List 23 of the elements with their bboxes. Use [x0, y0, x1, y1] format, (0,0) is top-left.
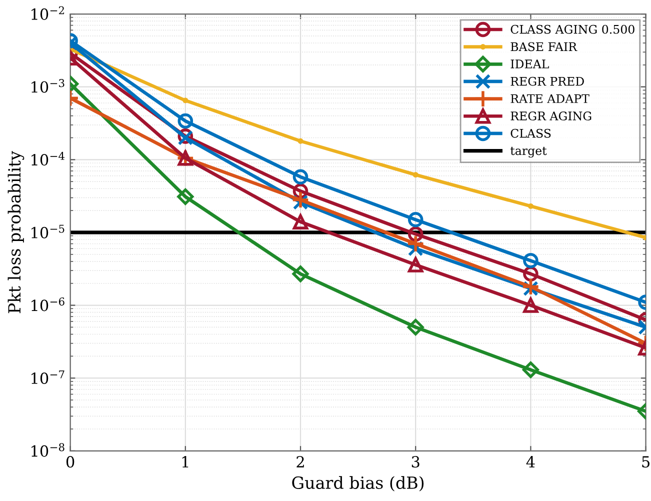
y-tick-label: 10$^{−2}$ — [32, 6, 64, 20]
legend-label: CLASS AGING 0.500 — [510, 24, 634, 34]
x-tick-label: 1 — [182, 456, 188, 468]
y-axis-title: Pkt loss probability — [8, 150, 24, 314]
y-tick-label: 10$^{−8}$ — [32, 443, 64, 457]
x-tick-label: 3 — [412, 456, 420, 468]
y-tick-label: 10$^{−4}$ — [32, 152, 65, 166]
legend-label: IDEAL — [510, 60, 549, 68]
x-axis-title: Guard bias (dB) — [292, 476, 424, 492]
y-tick-label: 10$^{−7}$ — [32, 370, 64, 384]
legend-label: REGR AGING — [510, 112, 592, 120]
x-tick-label: 2 — [296, 456, 304, 468]
legend-label: RATE ADAPT — [510, 94, 590, 103]
legend-label: BASE FAIR — [510, 42, 578, 52]
y-tick-label: 10$^{−5}$ — [32, 224, 64, 238]
y-tick-label: 10$^{−3}$ — [32, 79, 64, 93]
legend-label: target — [510, 146, 547, 158]
x-tick-label: 0 — [66, 456, 74, 468]
x-tick-label: 5 — [642, 456, 650, 468]
legend-label: CLASS — [510, 128, 551, 138]
legend-label: REGR PRED — [510, 76, 584, 86]
y-tick-label: 10$^{−6}$ — [32, 297, 64, 312]
x-tick-label: 4 — [526, 456, 535, 468]
